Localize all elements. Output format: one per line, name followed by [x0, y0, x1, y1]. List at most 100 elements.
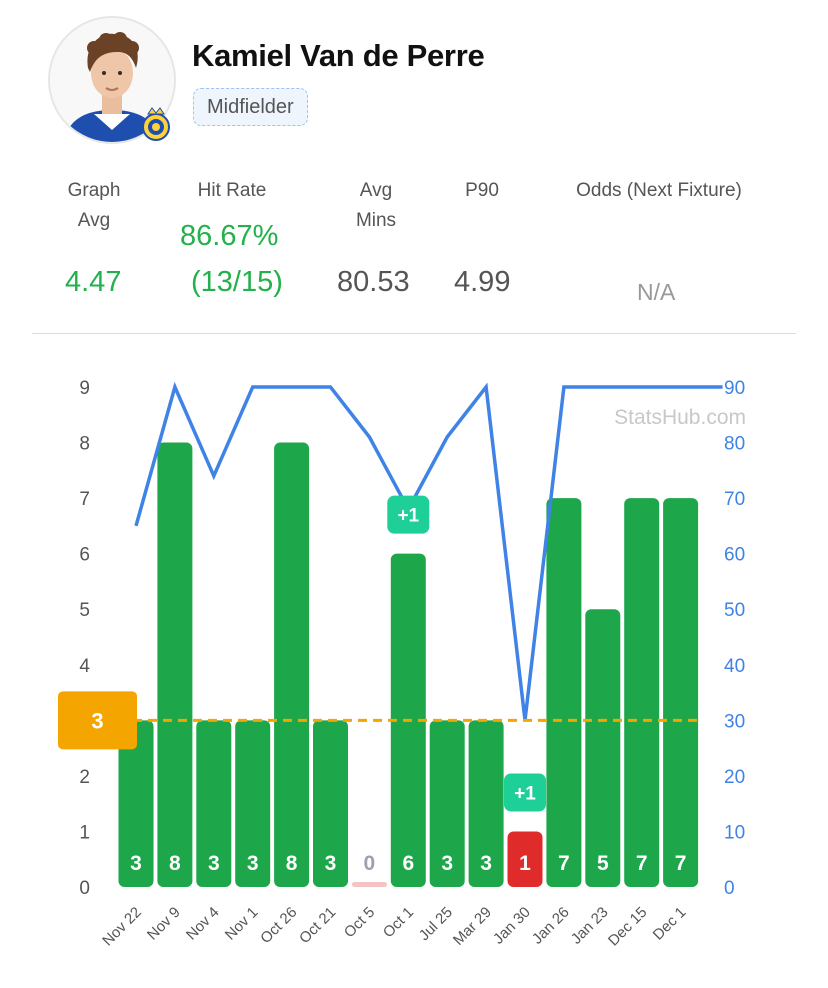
stat-p90-value: 4.99	[454, 266, 511, 298]
stat-avg-mins: Avg Mins	[326, 176, 426, 236]
right-tick-label: 50	[724, 600, 745, 621]
left-axis: 0123456789	[79, 378, 90, 899]
left-tick-label: 9	[79, 378, 90, 399]
x-tick-label: Nov 9	[144, 904, 184, 944]
stat-p90-label: P90	[465, 180, 499, 201]
x-tick-label: Mar 29	[450, 904, 495, 949]
x-tick-label: Oct 26	[257, 904, 300, 947]
x-tick-label: Oct 5	[341, 904, 378, 941]
bar	[313, 720, 348, 887]
x-tick-label: Jan 23	[568, 904, 612, 948]
stat-odds-value: N/A	[637, 279, 676, 305]
sub-badge	[504, 773, 546, 812]
bar	[274, 442, 310, 887]
sub-badge-label: +1	[397, 506, 419, 527]
stat-hit-rate-percent: 86.67%	[180, 220, 279, 252]
right-tick-label: 20	[724, 767, 745, 788]
left-tick-label: 6	[79, 545, 90, 566]
bar-value-label: 3	[325, 852, 337, 875]
bar-value-label: 7	[636, 852, 648, 875]
club-badge-icon	[138, 106, 174, 142]
stat-graph-avg-label: Graph Avg	[67, 180, 121, 231]
bar-value-label: 8	[286, 852, 298, 875]
bar-value-label: 3	[441, 852, 453, 875]
bar	[507, 831, 543, 887]
right-tick-label: 30	[724, 711, 745, 732]
bar	[235, 720, 271, 887]
x-tick-label: Dec 1	[650, 904, 690, 944]
watermark: StatsHub.com	[614, 406, 746, 429]
stat-graph-avg: Graph Avg	[42, 176, 146, 236]
bar	[624, 498, 660, 887]
bar-value-label: 7	[558, 852, 570, 875]
bar	[157, 442, 193, 887]
bar	[546, 498, 582, 887]
bar	[118, 720, 154, 887]
sub-badge-label: +1	[514, 783, 536, 804]
player-avatar[interactable]	[48, 16, 176, 144]
bar-value-label: 7	[675, 852, 687, 875]
stat-graph-avg-value: 4.47	[65, 266, 122, 298]
stat-odds-label: Odds (Next Fixture)	[576, 180, 742, 201]
bar-value-label: 3	[130, 852, 142, 875]
right-tick-label: 90	[724, 378, 745, 399]
bar	[468, 720, 504, 887]
right-axis: 0 10 20 30 40 50 60 70 80 90	[724, 378, 745, 899]
bar-value-label: 3	[208, 852, 220, 875]
bar-value-label: 6	[402, 852, 414, 875]
right-tick-label: 10	[724, 822, 745, 843]
bar	[585, 609, 621, 887]
minutes-line	[134, 381, 723, 721]
x-tick-label: Oct 1	[380, 904, 417, 941]
player-name: Kamiel Van de Perre	[192, 38, 485, 73]
stat-p90: P90	[444, 176, 520, 206]
stats-row: Graph Avg 4.47 Hit Rate 86.67% (13/15) A…	[0, 176, 828, 316]
sub-badge	[387, 495, 430, 534]
stat-hit-rate: Hit Rate	[162, 176, 302, 206]
bar-value-label: 1	[519, 852, 531, 875]
left-tick-label: 5	[79, 600, 90, 621]
bar	[429, 720, 465, 887]
bar	[351, 882, 387, 887]
right-tick-label: 0	[724, 878, 735, 899]
stat-hit-rate-fraction: (13/15)	[191, 266, 283, 298]
x-tick-label: Jan 30	[490, 904, 534, 948]
left-tick-label: 1	[79, 822, 90, 843]
threshold: 3	[58, 691, 700, 750]
stat-odds: Odds (Next Fixture)	[558, 176, 760, 206]
threshold-badge	[58, 691, 137, 750]
right-tick-label: 60	[724, 545, 745, 566]
left-tick-label: 4	[79, 656, 90, 677]
stat-hit-rate-label: Hit Rate	[197, 180, 267, 201]
bar-value-label: 5	[597, 852, 609, 875]
bar	[663, 498, 699, 887]
right-tick-label: 70	[724, 489, 745, 510]
annotations: +1 +1	[387, 495, 546, 812]
stat-avg-mins-value: 80.53	[337, 266, 410, 298]
x-tick-label: Jan 26	[529, 904, 573, 948]
threshold-label: 3	[91, 708, 103, 733]
bar-value-label: 8	[169, 852, 181, 875]
x-tick-label: Nov 22	[99, 904, 145, 950]
right-tick-label: 40	[724, 656, 745, 677]
bar-value-label: 3	[247, 852, 259, 875]
player-photo	[50, 18, 174, 142]
x-tick-label: Nov 1	[222, 904, 262, 944]
left-tick-label: 2	[79, 767, 90, 788]
bar	[196, 720, 232, 887]
x-tick-label: Nov 4	[183, 904, 223, 944]
divider	[32, 333, 796, 334]
x-tick-label: Oct 21	[296, 904, 339, 947]
position-badge[interactable]: Midfielder	[193, 88, 308, 126]
minutes-line-path	[134, 381, 723, 721]
right-tick-label: 80	[724, 434, 745, 455]
player-header: Kamiel Van de Perre Midfielder	[48, 16, 788, 146]
left-tick-label: 0	[79, 878, 90, 899]
stat-avg-mins-label: Avg Mins	[355, 180, 397, 231]
left-tick-label: 8	[79, 434, 90, 455]
bar-value-label: 3	[480, 852, 492, 875]
left-tick-label: 7	[79, 489, 90, 510]
bar-value-label: 0	[364, 852, 376, 875]
